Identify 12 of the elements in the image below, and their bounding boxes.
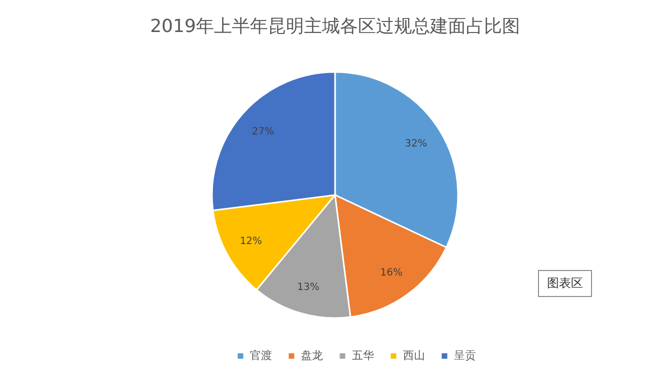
data-label: 27%: [252, 126, 274, 138]
data-label: 12%: [240, 236, 262, 248]
legend-label: 官渡: [250, 348, 272, 362]
data-label: 32%: [404, 138, 428, 150]
data-label: 13%: [297, 282, 320, 294]
legend-label: 五华: [352, 348, 374, 362]
legend-label: 盘龙: [301, 348, 323, 362]
legend-label: 呈贡: [454, 348, 476, 362]
data-label: 16%: [380, 268, 403, 279]
text: 图表区: [538, 270, 592, 297]
legend-label: 西山: [403, 348, 425, 362]
chart-title: 2019年上半年昆明主城各区过规总建面占比图: [149, 15, 521, 38]
